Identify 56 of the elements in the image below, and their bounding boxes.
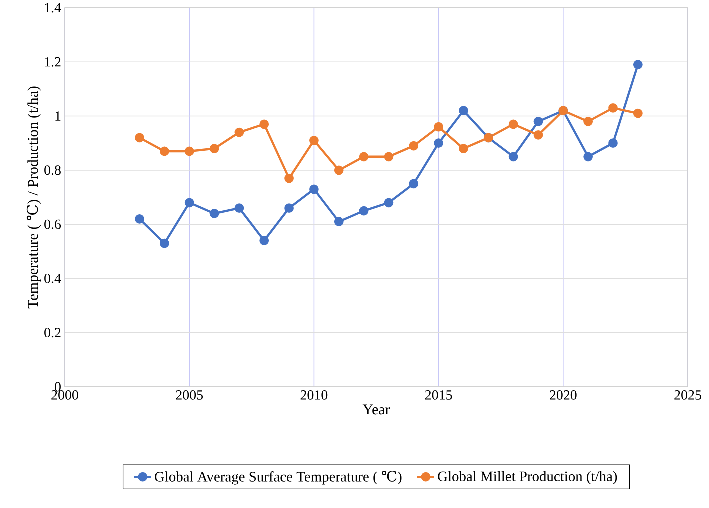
point <box>260 120 270 130</box>
point <box>334 166 344 176</box>
y-tick-label: 1.4 <box>45 3 62 13</box>
y-tick-label: 0.4 <box>44 274 62 284</box>
x-tick-label: 2020 <box>550 390 577 400</box>
point <box>234 128 244 138</box>
x-tick-label: 2010 <box>300 390 328 400</box>
y-tick-label: 0.6 <box>44 220 62 230</box>
x-tick-label: 2015 <box>425 390 452 400</box>
point <box>409 141 419 151</box>
y-tick-label: 1 <box>56 112 61 121</box>
point <box>135 133 144 143</box>
point <box>584 117 594 126</box>
point <box>384 152 394 162</box>
point <box>210 209 220 218</box>
point <box>508 152 518 162</box>
point <box>633 108 643 118</box>
point <box>434 138 444 148</box>
point <box>459 106 468 116</box>
legend-label: Global Millet Production (t/ha) <box>438 471 618 484</box>
x-axis-title: Year <box>362 404 390 415</box>
point <box>310 184 319 194</box>
point <box>284 174 294 184</box>
point <box>284 204 294 214</box>
point <box>608 103 618 113</box>
point <box>608 138 618 148</box>
point <box>434 122 444 132</box>
point <box>508 120 518 130</box>
y-tick-label: 0.2 <box>44 328 61 338</box>
point <box>384 198 394 208</box>
point <box>184 198 194 208</box>
point <box>633 60 643 70</box>
x-tick-label: 2025 <box>674 390 702 400</box>
point <box>135 214 144 224</box>
point <box>409 179 419 189</box>
point <box>534 117 544 126</box>
point <box>359 152 369 162</box>
x-tick-label: 2000 <box>52 390 78 400</box>
point <box>584 152 594 162</box>
point <box>359 206 369 216</box>
x-tick-label: 2005 <box>176 390 204 400</box>
point <box>334 217 344 227</box>
point <box>310 136 319 146</box>
point <box>160 238 170 248</box>
y-axis-title: Temperature ( ℃) / Production (t/ha) <box>26 86 42 309</box>
y-tick-label: 1.2 <box>45 57 61 67</box>
legend-label: Global Average Surface Temperature ( ℃) <box>155 470 402 485</box>
y-tick-label: 0.8 <box>44 166 61 176</box>
point <box>260 236 270 246</box>
point <box>160 146 170 156</box>
point <box>534 130 544 140</box>
point <box>210 144 220 154</box>
y-tick-label: 0 <box>55 382 61 392</box>
point <box>459 144 468 154</box>
point <box>184 146 194 156</box>
point <box>234 204 244 214</box>
